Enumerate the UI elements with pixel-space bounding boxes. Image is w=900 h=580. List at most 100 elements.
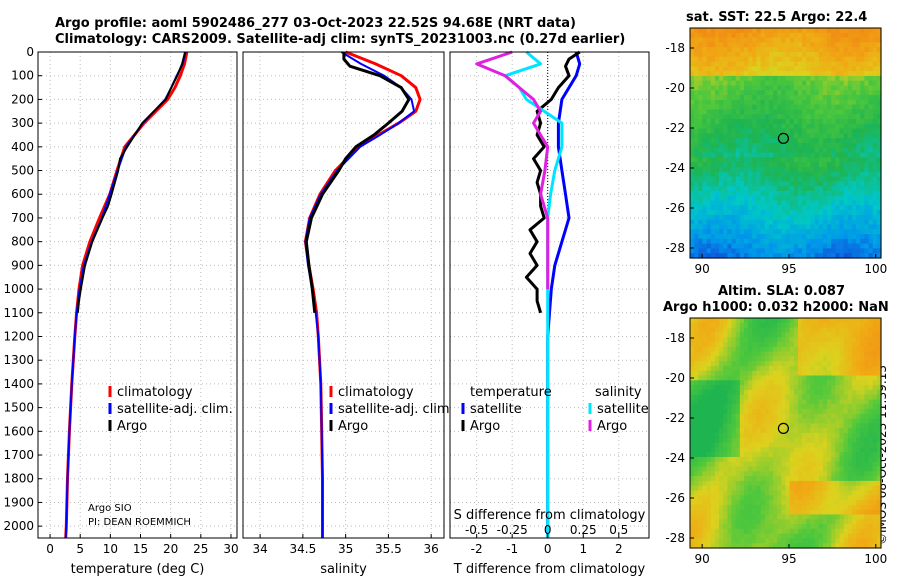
- sla-map-cell: [706, 327, 712, 333]
- sst-map-frame: [689, 27, 882, 259]
- sst-map-cell: [856, 243, 861, 250]
- y-tick-label: 1900: [3, 495, 34, 509]
- sst-map-cell: [872, 171, 878, 178]
- sst-map-cell: [789, 176, 795, 182]
- sla-map-cell: [739, 385, 745, 391]
- sla-map-cell: [727, 538, 733, 544]
- sla-map-cell: [752, 519, 758, 525]
- sla-map-cell: [764, 476, 770, 482]
- sla-map-cell: [719, 428, 724, 434]
- sla-map-cell: [743, 361, 749, 367]
- sla-map-cell: [768, 456, 774, 463]
- sla-map-cell: [868, 404, 874, 410]
- sst-map-cell: [868, 66, 874, 72]
- sst-map-cell: [739, 210, 745, 216]
- sst-map-cell: [876, 219, 882, 226]
- sst-map-cell: [876, 166, 882, 173]
- sla-map-cell: [806, 447, 812, 453]
- sla-map-cell: [872, 452, 878, 458]
- sst-map-cell: [698, 138, 704, 144]
- sst-map-cell: [835, 147, 841, 154]
- sla-map-cell: [797, 471, 803, 477]
- sst-map-cell: [802, 37, 807, 43]
- sst-map-cell: [789, 119, 795, 125]
- sla-map-cell: [876, 504, 882, 511]
- sla-map-cell: [818, 322, 824, 329]
- sla-map-cell: [847, 452, 853, 458]
- sla-map-cell: [789, 538, 795, 544]
- sla-map-cell: [719, 370, 724, 377]
- sla-map-cell: [843, 361, 849, 367]
- sst-map-cell: [876, 28, 882, 34]
- sla-map-cell: [847, 543, 853, 549]
- sla-map-cell: [822, 528, 828, 535]
- sla-map-cell: [827, 466, 832, 472]
- sla-map-cell: [827, 433, 832, 439]
- sla-map-cell: [822, 452, 828, 458]
- sla-map-cell: [752, 389, 758, 396]
- sst-map-cell: [822, 119, 828, 125]
- sla-map-cell: [764, 399, 770, 405]
- sst-map-cell: [847, 147, 853, 154]
- sla-map-cell: [876, 341, 882, 348]
- sla-map-cell: [743, 447, 749, 453]
- sst-map-cell: [694, 181, 699, 187]
- plot-frame: [37, 51, 238, 539]
- sla-map-cell: [756, 370, 762, 377]
- sst-map-cell: [694, 85, 699, 91]
- sla-map-cell: [719, 533, 724, 540]
- sla-map-cell: [710, 375, 716, 381]
- sla-map-cell: [752, 466, 758, 472]
- sst-map-cell: [872, 214, 878, 221]
- sst-map-cell: [752, 109, 758, 115]
- sst-map-cell: [777, 114, 782, 120]
- sst-map-cell: [822, 37, 828, 43]
- sst-map-cell: [814, 181, 820, 187]
- sst-map-cell: [719, 61, 724, 67]
- sst-map-cell: [735, 195, 741, 202]
- sst-map-cell: [773, 80, 778, 87]
- sla-map-cell: [860, 423, 865, 429]
- sla-map-cell: [856, 409, 861, 415]
- sst-map-cell: [847, 253, 853, 259]
- sla-map-cell: [818, 490, 824, 496]
- sst-map-cell: [847, 32, 853, 39]
- sst-map-cell: [876, 238, 882, 245]
- sla-map-cell: [735, 476, 741, 482]
- sla-map-cell: [864, 490, 870, 496]
- sst-map-cell: [723, 234, 728, 240]
- sst-map-cell: [764, 66, 770, 72]
- sst-map-cell: [710, 205, 716, 211]
- sla-map-cell: [802, 365, 807, 372]
- sst-map-cell: [756, 123, 762, 130]
- sst-map-cell: [847, 243, 853, 250]
- sla-map-cell: [847, 456, 853, 463]
- sla-map-cell: [743, 356, 749, 362]
- sla-map-cell: [768, 433, 774, 439]
- sst-map-cell: [818, 75, 824, 82]
- sla-map-cell: [690, 447, 695, 453]
- sla-map-cell: [876, 533, 882, 540]
- sla-map-cell: [756, 437, 762, 444]
- sla-map-cell: [802, 514, 807, 520]
- sst-map-cell: [723, 162, 728, 168]
- sla-map-cell: [868, 394, 874, 401]
- sst-map-cell: [768, 47, 774, 53]
- sla-map-cell: [743, 318, 749, 324]
- sst-map-cell: [822, 253, 828, 259]
- sla-map-cell: [822, 322, 828, 329]
- sst-map-cell: [723, 143, 728, 149]
- x-axis-label: T difference from climatology: [453, 562, 646, 577]
- sla-map-cell: [781, 447, 787, 453]
- sla-map-cell: [810, 524, 816, 530]
- sst-map-cell: [731, 71, 737, 77]
- sla-map-cell: [860, 504, 865, 511]
- sla-map-cell: [851, 341, 857, 348]
- sst-map-cell: [773, 147, 778, 154]
- sst-map-cell: [694, 109, 699, 115]
- sst-map-cell: [727, 200, 733, 206]
- sla-map-cell: [872, 447, 878, 453]
- sst-map-cell: [810, 109, 816, 115]
- x-tick-label: 35.5: [375, 542, 402, 556]
- plot-frame: [242, 51, 445, 539]
